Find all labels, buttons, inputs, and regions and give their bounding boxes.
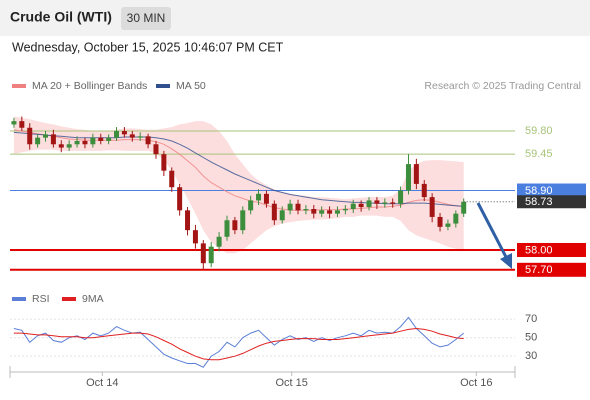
candle-body xyxy=(145,136,151,145)
candle-body xyxy=(50,134,56,145)
candle-body xyxy=(358,203,364,208)
candle-body xyxy=(169,170,175,188)
candle-body xyxy=(271,203,277,221)
level-label: 58.00 xyxy=(525,244,553,256)
candle-body xyxy=(437,216,443,227)
arrow-shaft xyxy=(476,202,508,258)
timeframe-badge[interactable] xyxy=(121,7,171,30)
candle-body xyxy=(43,134,49,138)
candle-body xyxy=(90,137,96,145)
legend-label: RSI xyxy=(32,293,50,305)
level-label: 59.80 xyxy=(525,125,553,137)
bollinger-band xyxy=(13,116,464,254)
candle-body xyxy=(114,131,120,138)
candle-body xyxy=(74,140,80,145)
candle-body xyxy=(200,243,206,264)
candle-body xyxy=(350,203,356,210)
candle-body xyxy=(208,246,214,264)
last-price-label: 58.73 xyxy=(525,196,553,208)
candle-body xyxy=(319,210,325,214)
candle-body xyxy=(137,136,143,138)
level-label: 57.70 xyxy=(525,264,553,276)
candle-body xyxy=(405,164,411,191)
datetime: Wednesday, October 15, 2025 10:46:07 PM … xyxy=(12,40,284,54)
moving-average xyxy=(13,131,464,207)
y-tick-label: 50 xyxy=(525,332,537,344)
candle-body xyxy=(58,144,64,148)
candle-body xyxy=(216,236,222,247)
candle-body xyxy=(366,200,372,208)
candle-body xyxy=(382,202,388,204)
indicator-line xyxy=(13,327,464,361)
credit: Research © 2025 Trading Central xyxy=(424,80,581,92)
legend-swatch xyxy=(12,297,26,301)
candle-body xyxy=(185,210,191,231)
candle-body xyxy=(421,183,427,198)
candle-body xyxy=(398,190,404,204)
candle-body xyxy=(121,131,127,135)
legend-swatch xyxy=(12,84,26,88)
y-tick-label: 30 xyxy=(525,350,537,362)
candle-body xyxy=(303,209,309,211)
y-tick-label: 70 xyxy=(525,313,537,325)
candle-body xyxy=(66,144,72,148)
candle-body xyxy=(374,200,380,204)
candle-body xyxy=(256,193,262,201)
candle-body xyxy=(287,203,293,211)
candle-body xyxy=(295,203,301,211)
level-label-box xyxy=(517,262,586,277)
candle-body xyxy=(106,137,112,141)
candle-body xyxy=(334,210,340,214)
last-price-box xyxy=(517,195,586,209)
x-tick-label: Oct 14 xyxy=(86,377,118,389)
candle-body xyxy=(453,213,459,224)
candle-body xyxy=(98,137,104,141)
candle-body xyxy=(240,210,246,231)
moving-average xyxy=(13,129,464,211)
x-tick-label: Oct 16 xyxy=(460,377,492,389)
candle-body xyxy=(445,223,451,227)
level-label-box xyxy=(517,242,586,257)
candle-body xyxy=(19,121,25,128)
timeframe[interactable]: 30 MIN xyxy=(127,11,166,25)
instrument-title: Crude Oil (WTI) xyxy=(10,9,112,25)
candle-body xyxy=(177,187,183,211)
legend-swatch xyxy=(156,84,170,88)
candle-body xyxy=(161,154,167,171)
candle-body xyxy=(342,209,348,211)
indicator-line xyxy=(13,316,465,368)
candle-body xyxy=(27,127,33,145)
header-bar xyxy=(0,0,590,36)
candle-body xyxy=(390,202,396,204)
candle-body xyxy=(413,164,419,184)
candle-body xyxy=(232,220,238,231)
legend-label: MA 50 xyxy=(176,80,206,92)
legend-label: 9MA xyxy=(82,293,104,305)
legend-label: MA 20 + Bollinger Bands xyxy=(32,80,147,92)
arrow-head xyxy=(500,253,512,269)
candle-body xyxy=(11,121,17,125)
candle-body xyxy=(429,197,435,217)
candle-body xyxy=(35,137,41,145)
candle-body xyxy=(129,134,135,138)
level-label: 58.90 xyxy=(525,185,553,197)
candle-body xyxy=(311,209,317,214)
x-tick-label: Oct 15 xyxy=(275,377,307,389)
candle-body xyxy=(263,193,269,204)
level-label-box xyxy=(517,183,586,198)
candle-body xyxy=(224,220,230,237)
candle-body xyxy=(248,200,254,211)
legend-swatch xyxy=(62,297,76,301)
candle-body xyxy=(279,210,285,221)
forecast-arrow xyxy=(476,202,512,269)
plot: MA 20 + Bollinger Bands MA 50 59.80 59.45 58… xyxy=(9,80,586,389)
candle-body xyxy=(153,144,159,155)
candle-body xyxy=(82,140,88,145)
level-label: 59.45 xyxy=(525,148,553,160)
candle-body xyxy=(461,201,467,214)
candle-body xyxy=(327,210,333,214)
candle-body xyxy=(192,230,198,244)
